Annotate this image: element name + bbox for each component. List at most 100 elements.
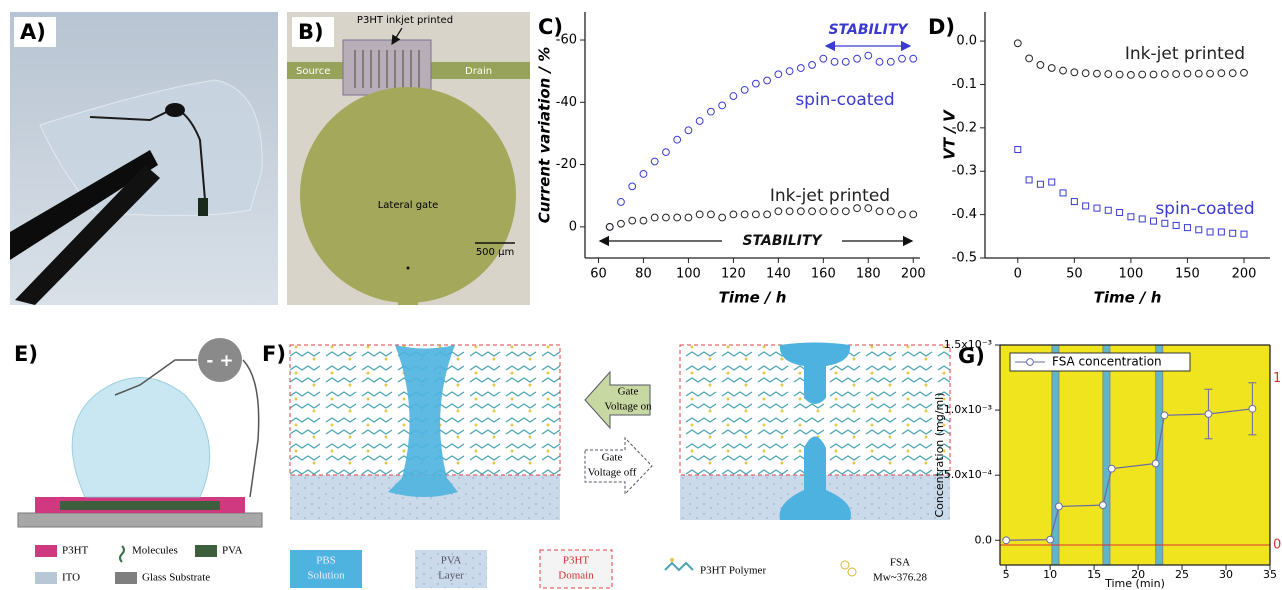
point xyxy=(786,208,793,215)
panel-label: A) xyxy=(20,20,46,44)
point xyxy=(899,55,906,62)
point xyxy=(899,211,906,218)
photo-b: P3HT inkjet printed Source Drain Lateral… xyxy=(287,12,530,305)
point xyxy=(752,211,759,218)
gate-label: Lateral gate xyxy=(378,200,439,211)
y-tick-label: 0.0 xyxy=(975,533,993,546)
caption: P3HT inkjet printed xyxy=(357,15,453,26)
legend-text: Layer xyxy=(438,570,464,582)
point xyxy=(651,214,658,221)
y-tick-label: -60 xyxy=(556,33,577,48)
line-marker xyxy=(1108,465,1115,472)
plot-background xyxy=(1000,345,1270,565)
source-label: Source xyxy=(296,66,330,77)
point xyxy=(1196,227,1202,233)
point xyxy=(775,71,782,78)
point xyxy=(685,127,692,134)
point xyxy=(651,158,658,165)
line-marker xyxy=(1047,536,1054,543)
line-marker xyxy=(1161,412,1168,419)
legend-text: Solution xyxy=(307,570,345,582)
point xyxy=(741,86,748,93)
y-tick-label: 0.0 xyxy=(956,34,977,49)
gate-on: Gate xyxy=(618,386,639,398)
x-tick-label: 180 xyxy=(856,267,881,282)
point xyxy=(831,58,838,65)
legend-text: PVA xyxy=(441,555,462,567)
point xyxy=(696,211,703,218)
series-label: spin-coated xyxy=(1155,199,1254,219)
point xyxy=(887,58,894,65)
point xyxy=(854,55,861,62)
y-tick-label: -0.1 xyxy=(952,77,977,92)
point xyxy=(764,77,771,84)
point xyxy=(640,217,647,224)
x-tick-label: 200 xyxy=(1232,267,1257,282)
point xyxy=(1139,71,1146,78)
x-tick-label: 5 xyxy=(1003,568,1010,581)
legend-text: Molecules xyxy=(132,545,178,557)
point xyxy=(719,102,726,109)
y2-tick-label: 1 xyxy=(1273,371,1281,386)
shaded-band xyxy=(1052,345,1059,565)
diagram-f: Gate Voltage on Gate Voltage off PBS Sol… xyxy=(290,343,950,589)
x-tick-label: 15 xyxy=(1087,568,1101,581)
point xyxy=(618,199,625,206)
legend-text: PVA xyxy=(222,545,243,557)
x-axis-label: Time / h xyxy=(1094,289,1162,307)
point xyxy=(1230,230,1236,236)
point xyxy=(1184,225,1190,231)
point xyxy=(775,208,782,215)
scale-label: 500 µm xyxy=(476,247,514,258)
point xyxy=(1139,216,1145,222)
legend-text: P3HT xyxy=(62,545,89,557)
x-tick-label: 60 xyxy=(590,267,607,282)
y-tick-label: 5.0x10⁻⁴ xyxy=(944,468,993,481)
point xyxy=(809,208,816,215)
x-tick-label: 25 xyxy=(1175,568,1189,581)
point xyxy=(719,214,726,221)
point xyxy=(1015,147,1021,153)
shaded-band xyxy=(1103,345,1110,565)
point xyxy=(1117,209,1123,215)
x-tick-label: 140 xyxy=(766,267,791,282)
point xyxy=(606,223,613,230)
point xyxy=(663,214,670,221)
point xyxy=(797,65,804,72)
point xyxy=(1127,72,1134,79)
line-marker xyxy=(1152,460,1159,467)
point xyxy=(752,80,759,87)
point xyxy=(786,68,793,75)
point xyxy=(1128,214,1134,220)
point xyxy=(876,208,883,215)
x-tick-label: 30 xyxy=(1219,568,1233,581)
legend-text: FSA xyxy=(890,557,910,569)
point xyxy=(1207,70,1214,77)
y-tick-label: -40 xyxy=(556,95,577,110)
point xyxy=(1229,70,1236,77)
point xyxy=(1116,71,1123,78)
point xyxy=(820,208,827,215)
point xyxy=(696,118,703,125)
point xyxy=(876,58,883,65)
point xyxy=(1173,222,1179,228)
y-axis-label: Current variation / % xyxy=(536,47,554,224)
point xyxy=(1049,179,1055,185)
series-label: Ink-jet printed xyxy=(1125,44,1245,64)
x-tick-label: 100 xyxy=(1118,267,1143,282)
point xyxy=(1241,69,1248,76)
point xyxy=(1071,69,1078,76)
point xyxy=(1060,190,1066,196)
point xyxy=(910,211,917,218)
panel-label: B) xyxy=(298,20,324,44)
point xyxy=(764,211,771,218)
line-marker xyxy=(1099,502,1106,509)
point xyxy=(1105,71,1112,78)
point xyxy=(1105,207,1111,213)
point xyxy=(1161,71,1168,78)
point xyxy=(1195,70,1202,77)
point xyxy=(618,220,625,227)
y-tick-label: 1.5x10⁻³ xyxy=(944,338,992,351)
point xyxy=(865,52,872,59)
line-marker xyxy=(1003,537,1010,544)
